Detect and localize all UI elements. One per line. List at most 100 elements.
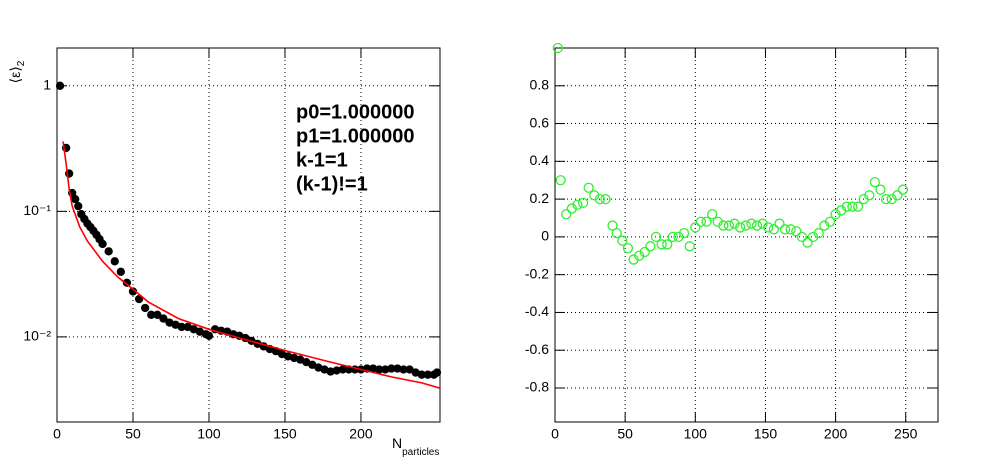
data-point xyxy=(802,237,813,248)
data-point xyxy=(746,218,757,229)
y-axis-label-main: ⟨ε⟩ xyxy=(7,66,23,83)
data-point xyxy=(577,197,589,209)
data-point xyxy=(880,193,892,205)
data-point xyxy=(71,195,80,204)
data-point xyxy=(763,222,774,233)
x-tick-label: 200 xyxy=(349,426,373,442)
data-point xyxy=(552,42,563,54)
data-point xyxy=(723,220,735,231)
data-point xyxy=(864,190,875,201)
data-point xyxy=(622,243,634,254)
y-tick-label: -0.4 xyxy=(525,303,549,319)
data-point xyxy=(740,220,751,231)
x-axis-label: Nparticles xyxy=(392,435,439,458)
frame xyxy=(56,47,441,423)
data-point xyxy=(662,239,673,250)
annotation: k-1=1 xyxy=(296,149,348,171)
data-point xyxy=(791,226,802,237)
data-point xyxy=(617,235,628,246)
y-tick-label: -0.2 xyxy=(525,265,549,281)
data-point xyxy=(751,220,763,231)
data-point xyxy=(897,184,909,195)
x-tick-label: 0 xyxy=(551,426,559,442)
annotation: p1=1.000000 xyxy=(296,125,414,147)
data-point xyxy=(645,241,656,252)
data-point xyxy=(796,231,808,243)
data-point xyxy=(678,227,690,239)
data-point xyxy=(650,231,662,243)
data-point xyxy=(774,218,785,229)
x-tick-label: 0 xyxy=(53,426,61,442)
x-tick-label: 100 xyxy=(684,426,708,442)
annotation: (k-1)!=1 xyxy=(296,173,368,195)
y-axis-label: ⟨ε⟩2 xyxy=(7,60,27,83)
y-tick-label: 0 xyxy=(541,228,549,244)
data-point xyxy=(55,81,65,90)
data-point xyxy=(74,202,83,211)
data-point xyxy=(706,209,718,220)
y-tick-label: 1 xyxy=(43,76,51,92)
y-tick-label: -0.8 xyxy=(525,379,549,395)
x-axis-label-sub: particles xyxy=(402,447,439,458)
y-tick-label: -0.6 xyxy=(525,341,549,357)
data-point xyxy=(561,209,572,220)
data-point xyxy=(768,224,780,235)
data-point xyxy=(690,222,701,233)
data-point xyxy=(153,310,162,319)
data-point xyxy=(824,216,836,227)
data-point xyxy=(847,201,858,212)
data-point xyxy=(122,278,132,287)
data-point xyxy=(98,239,107,249)
data-point xyxy=(572,199,583,210)
data-point xyxy=(667,231,678,243)
data-point xyxy=(600,193,611,205)
x-axis-label-main: N xyxy=(392,435,402,451)
x-tick-label: 250 xyxy=(894,426,918,442)
x-tick-label: 150 xyxy=(273,426,297,442)
y-tick-label: 10⁻¹ xyxy=(23,202,51,218)
data-point xyxy=(841,201,852,212)
data-point xyxy=(701,216,712,227)
data-point xyxy=(684,241,695,252)
x-tick-label: 200 xyxy=(824,426,848,442)
data-point xyxy=(892,190,903,201)
data-point xyxy=(134,294,144,304)
data-point xyxy=(583,182,594,193)
data-point xyxy=(204,331,214,340)
frame xyxy=(554,47,939,423)
y-tick-label: 10⁻² xyxy=(23,328,51,344)
data-point xyxy=(695,216,707,227)
x-tick-label: 50 xyxy=(125,426,141,442)
data-point xyxy=(785,224,796,235)
data-point xyxy=(432,368,442,377)
data-point xyxy=(104,247,113,256)
data-point xyxy=(779,224,791,235)
data-point xyxy=(116,267,125,276)
data-point xyxy=(656,239,667,250)
data-point xyxy=(639,246,650,258)
data-point xyxy=(869,176,881,188)
data-point xyxy=(555,175,566,186)
data-point xyxy=(718,220,729,231)
y-axis-label-sub: 2 xyxy=(16,60,27,66)
y-tick-label: 0.8 xyxy=(530,76,550,92)
annotation: p0=1.000000 xyxy=(296,101,414,123)
data-point xyxy=(611,227,622,239)
data-point xyxy=(852,201,864,212)
data-point xyxy=(110,257,119,266)
data-point xyxy=(813,227,824,239)
data-point xyxy=(607,220,618,231)
data-point xyxy=(735,222,746,233)
y-tick-label: 0.6 xyxy=(530,114,550,130)
x-tick-label: 150 xyxy=(754,426,778,442)
data-point xyxy=(594,193,606,205)
fit-line xyxy=(62,141,441,389)
data-point xyxy=(159,314,168,323)
x-tick-label: 100 xyxy=(197,426,221,442)
data-point xyxy=(141,303,150,313)
x-tick-label: 50 xyxy=(617,426,633,442)
y-tick-label: 0.2 xyxy=(530,190,550,206)
y-tick-label: 0.4 xyxy=(530,152,550,168)
data-point xyxy=(875,184,886,195)
